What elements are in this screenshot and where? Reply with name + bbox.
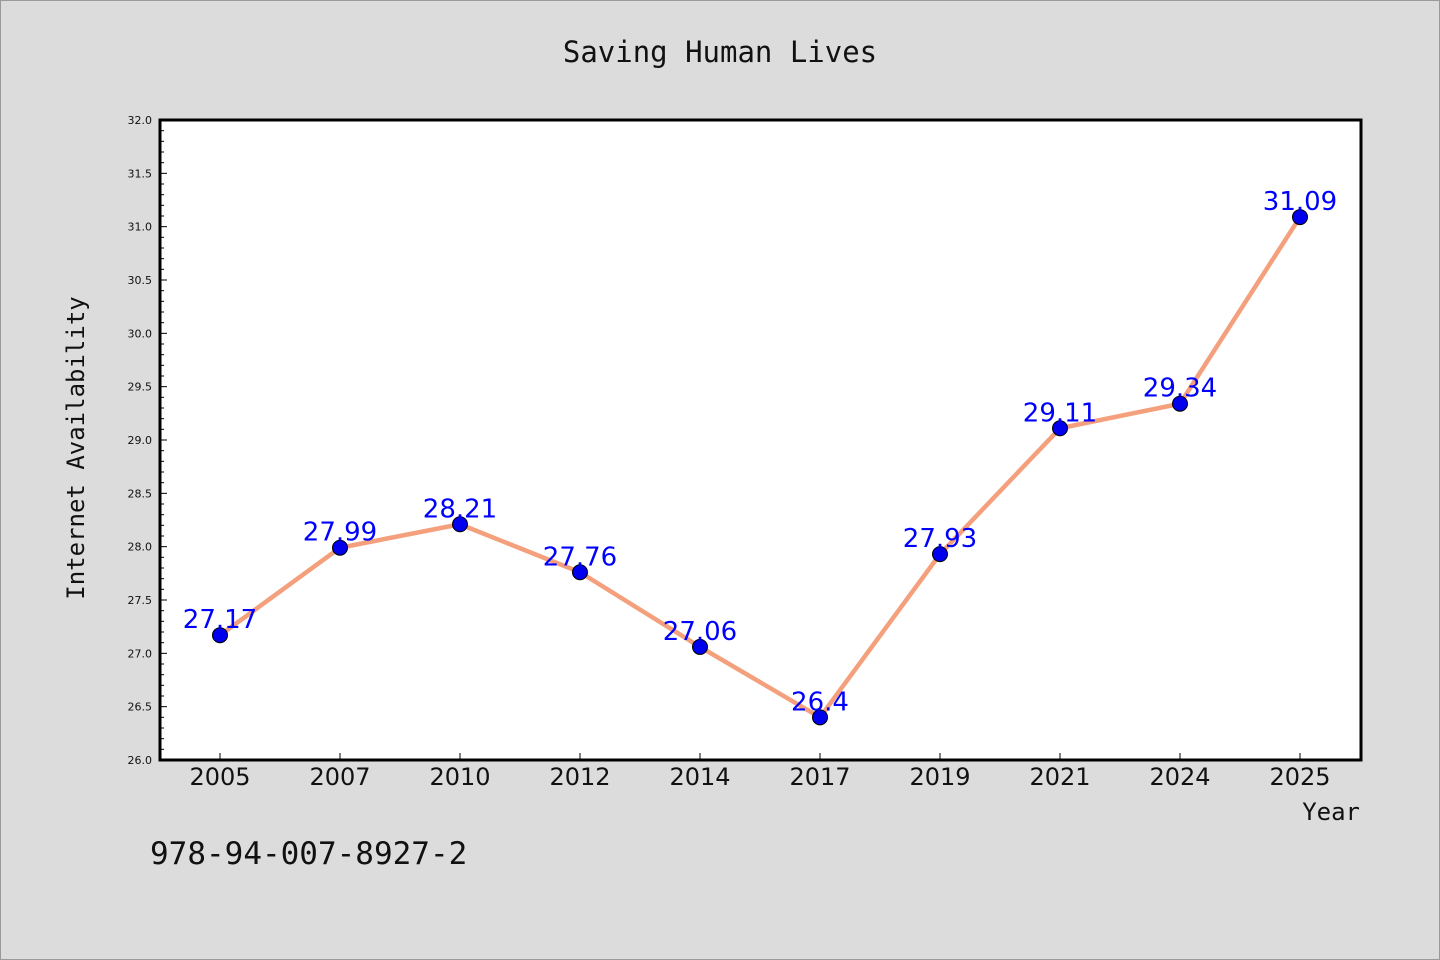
data-label: 28.21 [423,494,497,524]
data-label: 27.06 [663,617,737,647]
y-tick-label: 32.0 [128,114,153,127]
x-tick-label: 2019 [909,763,970,791]
data-point [1052,420,1068,437]
data-label: 27.99 [303,518,377,548]
x-tick-label: 2012 [549,763,610,791]
data-point [452,516,468,533]
isbn-footer: 978-94-007-8927-2 [150,836,467,872]
data-point [812,709,828,726]
data-label: 27.76 [543,542,617,572]
x-tick-label: 2021 [1029,763,1090,791]
data-point [1172,395,1188,412]
y-axis: 26.0 26.5 27.0 27.5 28.0 28.5 29.0 29.5 30.0 30.5… [128,114,167,767]
data-label: 31.09 [1263,187,1337,217]
y-tick-label: 28.5 [128,487,153,500]
y-tick-label: 31.5 [128,167,153,180]
x-tick-label: 2017 [789,763,850,791]
data-point [932,546,948,563]
y-tick-label: 28.0 [128,541,153,554]
y-tick-label: 29.0 [128,434,153,447]
data-label: 27.17 [183,605,257,635]
data-label: 27.93 [903,524,977,554]
x-tick-label: 2010 [429,763,490,791]
data-label: 26.4 [791,687,849,717]
data-point [1292,209,1308,226]
x-tick-label: 2025 [1269,763,1330,791]
chart-title: Saving Human Lives [563,35,877,69]
plot-area [160,120,1361,760]
plot-frame [158,118,1363,762]
y-tick-label: 29.5 [128,381,153,394]
data-label: 29.34 [1143,374,1217,404]
data-point [332,539,348,556]
x-axis: 2005 2007 2010 2012 2014 2017 2019 2021 2024 2025 [189,753,1331,791]
x-tick-label: 2007 [309,763,370,791]
data-label: 29.11 [1023,398,1097,428]
series-group: 27.17 27.99 28.21 27.76 27.06 26.4 27.93 29.11 2… [183,187,1337,726]
y-tick-label: 31.0 [128,221,153,234]
data-point [692,638,708,655]
series-line [217,214,1303,720]
y-tick-label: 26.5 [128,701,153,714]
x-tick-label: 2024 [1149,763,1210,791]
x-tick-label: 2005 [189,763,250,791]
y-tick-label: 26.0 [128,754,153,767]
y-axis-title: Internet Availability [62,296,90,599]
x-tick-label: 2014 [669,763,730,791]
data-point [572,564,588,581]
data-point [212,627,228,644]
y-tick-label: 30.0 [128,327,153,340]
x-axis-title: Year [1302,798,1360,826]
y-tick-label: 27.5 [128,594,153,607]
y-tick-label: 27.0 [128,647,153,660]
y-tick-label: 30.5 [128,274,153,287]
